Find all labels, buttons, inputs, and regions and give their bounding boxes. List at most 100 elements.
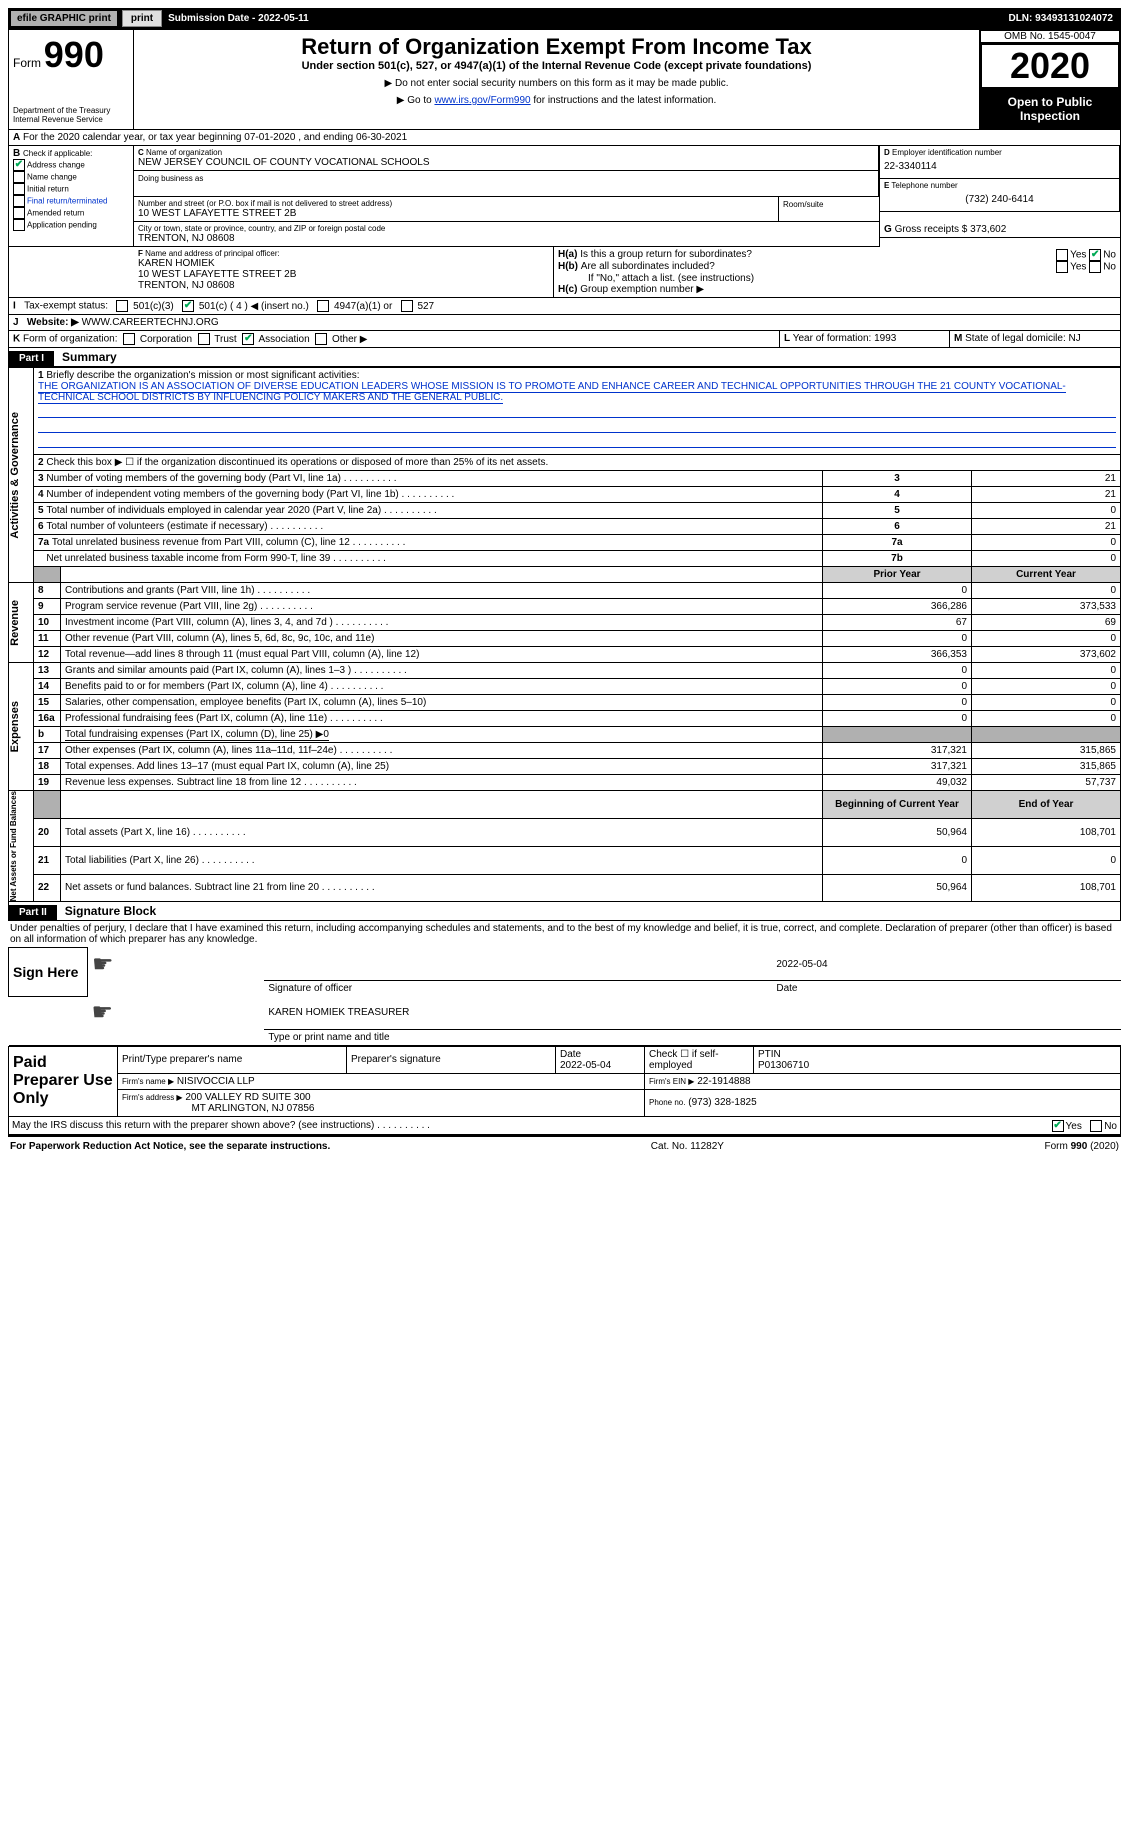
sign-date: 2022-05-04	[772, 948, 1121, 981]
rev-12: 12Total revenue—add lines 8 through 11 (…	[9, 647, 1121, 663]
ptin: P01306710	[758, 1060, 809, 1071]
na-22: 22Net assets or fund balances. Subtract …	[9, 874, 1121, 902]
k-trust[interactable]: Trust	[198, 334, 237, 345]
form-word: Form	[13, 56, 41, 70]
street-cell: Number and street (or P.O. box if mail i…	[134, 197, 779, 222]
form-header: Form 990 Department of the Treasury Inte…	[8, 29, 1121, 130]
line-k: K Form of organization: Corporation Trus…	[9, 331, 780, 348]
b-amended[interactable]: Amended return	[13, 207, 129, 219]
street-address: 10 WEST LAFAYETTE STREET 2B	[138, 208, 774, 219]
exp-18: 18Total expenses. Add lines 13–17 (must …	[9, 759, 1121, 775]
exp-17: 17Other expenses (Part IX, column (A), l…	[9, 743, 1121, 759]
gov-line7b: Net unrelated business taxable income fr…	[9, 551, 1121, 567]
pointer-icon: ☛	[92, 951, 114, 978]
rev-10: 10Investment income (Part VIII, column (…	[9, 615, 1121, 631]
efile-badge[interactable]: efile GRAPHIC print	[10, 10, 118, 27]
na-21: 21Total liabilities (Part X, line 26)00	[9, 846, 1121, 874]
ssn-warning: ▶ Do not enter social security numbers o…	[138, 78, 975, 89]
b-application[interactable]: Application pending	[13, 219, 129, 231]
dept-line1: Department of the Treasury	[13, 106, 129, 115]
i-527[interactable]: 527	[401, 301, 434, 312]
sign-here-block: Sign Here ☛ 2022-05-04 Signature of offi…	[8, 947, 1121, 1046]
mission-blank2	[38, 418, 1116, 433]
firm-phone: (973) 328-1825	[688, 1097, 756, 1108]
line-a: A For the 2020 calendar year, or tax yea…	[9, 130, 1120, 146]
exp-15: 15Salaries, other compensation, employee…	[9, 695, 1121, 711]
side-governance: Activities & Governance	[9, 412, 21, 539]
form-number: 990	[44, 34, 104, 75]
dln: DLN: 93493131024072	[1008, 13, 1119, 24]
city-state-zip: TRENTON, NJ 08608	[138, 233, 875, 244]
submission-date: Submission Date - 2022-05-11	[168, 13, 309, 24]
open-public: Open to Public Inspection	[980, 89, 1120, 129]
officer-name-title: KAREN HOMIEK TREASURER	[264, 996, 1121, 1029]
i-501c3[interactable]: 501(c)(3)	[116, 301, 173, 312]
gov-line7a: 7a Total unrelated business revenue from…	[9, 535, 1121, 551]
hb-yes[interactable]: Yes	[1056, 261, 1086, 273]
line-m: M State of legal domicile: NJ	[950, 331, 1120, 348]
paid-preparer-block: Paid Preparer Use Only Print/Type prepar…	[8, 1046, 1121, 1117]
part1-header: Part ISummary	[8, 348, 1121, 367]
paid-preparer-label: Paid Preparer Use Only	[9, 1046, 118, 1116]
na-20: 20Total assets (Part X, line 16)50,96410…	[9, 818, 1121, 846]
hb-no[interactable]: No	[1089, 261, 1116, 273]
side-revenue: Revenue	[9, 600, 21, 646]
side-netassets: Net Assets or Fund Balances	[9, 791, 18, 901]
b-address-change[interactable]: ✔Address change	[13, 159, 129, 171]
omb-number: OMB No. 1545-0047	[980, 30, 1120, 43]
rev-9: 9Program service revenue (Part VIII, lin…	[9, 599, 1121, 615]
mission-blank1	[38, 403, 1116, 418]
b-final-return[interactable]: Final return/terminated	[13, 195, 129, 207]
i-501c[interactable]: ✔ 501(c) ( 4 ) ◀ (insert no.)	[182, 301, 309, 312]
discuss-yes[interactable]: ✔Yes	[1052, 1121, 1082, 1132]
rev-11: 11Other revenue (Part VIII, column (A), …	[9, 631, 1121, 647]
part2-header: Part IISignature Block	[8, 902, 1121, 921]
section-h: H(a) Is this a group return for subordin…	[554, 247, 1120, 298]
officer-name: KAREN HOMIEK	[138, 258, 549, 269]
gov-line5: 5 Total number of individuals employed i…	[9, 503, 1121, 519]
side-expenses: Expenses	[9, 701, 21, 752]
summary-table: Activities & Governance 1 Briefly descri…	[8, 367, 1121, 902]
print-button[interactable]: print	[122, 10, 162, 27]
firm-ein: 22-1914888	[697, 1076, 750, 1087]
section-b: B Check if applicable: ✔Address change N…	[9, 146, 134, 247]
org-name: NEW JERSEY COUNCIL OF COUNTY VOCATIONAL …	[138, 157, 874, 168]
firm-name: NISIVOCCIA LLP	[177, 1076, 255, 1087]
exp-16b: bTotal fundraising expenses (Part IX, co…	[9, 727, 1121, 743]
section-f: F Name and address of principal officer:…	[134, 247, 554, 298]
ein-value: 22-3340114	[884, 157, 1115, 176]
sign-here-label: Sign Here	[9, 948, 88, 997]
gross-receipts: G Gross receipts $ 373,602	[880, 212, 1120, 238]
pointer-icon-2: ☛	[92, 999, 114, 1026]
firm-addr: 200 VALLEY RD SUITE 300	[185, 1092, 310, 1103]
b-name-change[interactable]: Name change	[13, 171, 129, 183]
mission-text: THE ORGANIZATION IS AN ASSOCIATION OF DI…	[38, 381, 1066, 404]
exp-19: 19Revenue less expenses. Subtract line 1…	[9, 775, 1121, 791]
i-4947[interactable]: 4947(a)(1) or	[317, 301, 392, 312]
tax-year: 2020	[980, 43, 1120, 89]
ha-yes[interactable]: Yes	[1056, 249, 1086, 261]
gov-line4: 4 Number of independent voting members o…	[9, 487, 1121, 503]
website: WWW.CAREERTECHNJ.ORG	[82, 317, 219, 328]
irs-link[interactable]: www.irs.gov/Form990	[434, 95, 530, 106]
dba-cell: Doing business as	[134, 171, 879, 197]
exp-16a: 16aProfessional fundraising fees (Part I…	[9, 711, 1121, 727]
org-name-cell: C Name of organization NEW JERSEY COUNCI…	[134, 146, 879, 171]
ha-no[interactable]: ✔No	[1089, 249, 1116, 261]
line-i: I Tax-exempt status: 501(c)(3) ✔ 501(c) …	[9, 298, 1120, 315]
ein-cell: D Employer identification number 22-3340…	[880, 146, 1120, 179]
exp-14: 14Benefits paid to or for members (Part …	[9, 679, 1121, 695]
dept-line2: Internal Revenue Service	[13, 115, 129, 124]
k-corp[interactable]: Corporation	[123, 334, 192, 345]
top-bar: efile GRAPHIC print print Submission Dat…	[8, 8, 1121, 29]
k-assoc[interactable]: ✔ Association	[242, 334, 309, 345]
gov-line2: 2 Check this box ▶ ☐ if the organization…	[34, 455, 1121, 471]
goto-line: ▶ Go to www.irs.gov/Form990 for instruct…	[138, 95, 975, 106]
penalties-text: Under penalties of perjury, I declare th…	[8, 921, 1121, 947]
line-j: J Website: ▶ WWW.CAREERTECHNJ.ORG	[9, 315, 1120, 331]
discuss-no[interactable]: No	[1090, 1121, 1117, 1132]
line-l: L Year of formation: 1993	[780, 331, 950, 348]
b-initial-return[interactable]: Initial return	[13, 183, 129, 195]
k-other[interactable]: Other ▶	[315, 334, 367, 345]
page-footer: For Paperwork Reduction Act Notice, see …	[8, 1135, 1121, 1156]
